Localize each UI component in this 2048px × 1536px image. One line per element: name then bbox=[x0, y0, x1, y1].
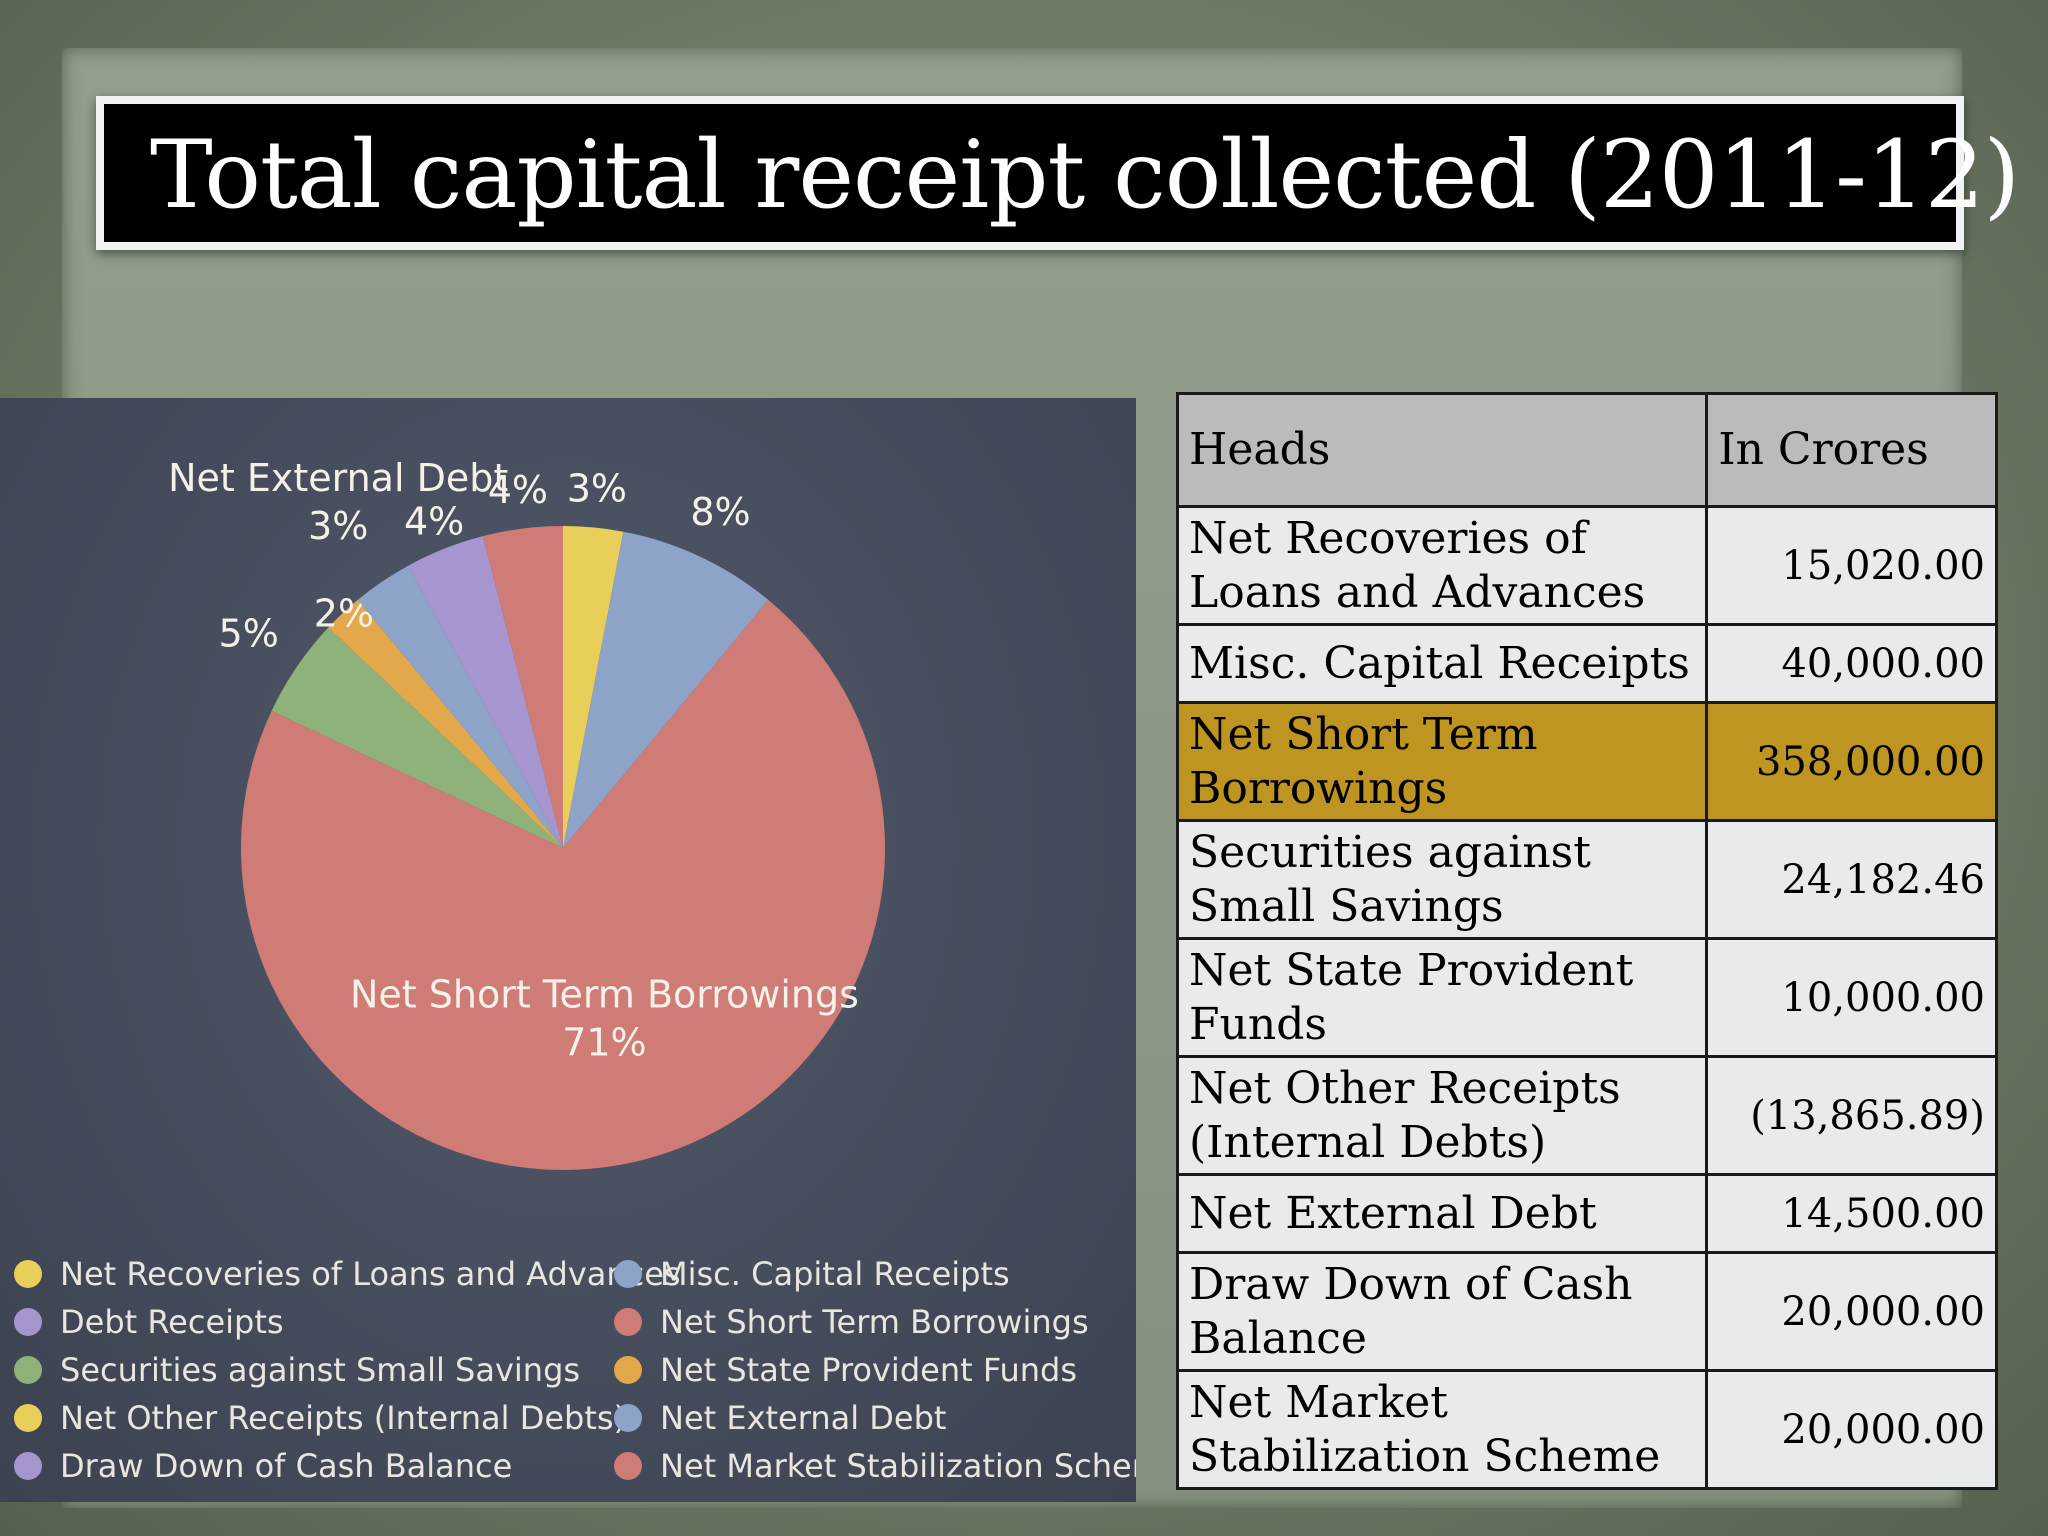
legend-marker bbox=[14, 1356, 42, 1384]
pie-slice-securities-against-small-savings bbox=[271, 627, 563, 848]
table-row: Net Short Term Borrowings 358,000.00 bbox=[1175, 701, 1998, 822]
table-row: Draw Down of Cash Balance 20,000.00 bbox=[1175, 1251, 1998, 1372]
legend-label: Debt Receipts bbox=[60, 1303, 284, 1341]
legend-marker bbox=[14, 1404, 42, 1432]
pie-slice-label: 4% bbox=[488, 468, 548, 512]
row-head: Net Other Receipts (Internal Debts) bbox=[1175, 1055, 1709, 1176]
row-value: 20,000.00 bbox=[1705, 1369, 1998, 1490]
legend-label: Net Recoveries of Loans and Advances bbox=[60, 1255, 681, 1293]
legend-label: Net Other Receipts (Internal Debts) bbox=[60, 1399, 626, 1437]
pie-slice-net-state-provident-funds bbox=[328, 599, 563, 848]
legend-label: Securities against Small Savings bbox=[60, 1351, 580, 1389]
row-value: 40,000.00 bbox=[1705, 623, 1998, 704]
row-value: (13,865.89) bbox=[1705, 1055, 1998, 1176]
pie-slice-label: 4% bbox=[404, 500, 464, 544]
table-row: Misc. Capital Receipts 40,000.00 bbox=[1175, 623, 1998, 704]
legend-marker bbox=[14, 1260, 42, 1288]
legend-label: Net State Provident Funds bbox=[660, 1351, 1077, 1389]
pie-slice-label: 3% bbox=[567, 467, 627, 511]
pie-callout-name: Net External Debt bbox=[168, 456, 508, 500]
row-head: Net Recoveries of Loans and Advances bbox=[1175, 505, 1709, 626]
pie-slice-label: 3% bbox=[308, 504, 368, 548]
pie-chart-panel: 3% 8% Net Short Term Borrowings 71% 5% 2% Net … bbox=[0, 398, 1136, 1502]
table-row: Net External Debt 14,500.00 bbox=[1175, 1173, 1998, 1254]
legend-label: Net External Debt bbox=[660, 1399, 946, 1437]
legend-marker bbox=[614, 1452, 642, 1480]
row-head: Net State Provident Funds bbox=[1175, 937, 1709, 1058]
legend-marker bbox=[14, 1308, 42, 1336]
capital-receipts-table: Heads In Crores Net Recoveries of Loans … bbox=[1175, 392, 1998, 1490]
header-heads: Heads bbox=[1175, 392, 1709, 508]
row-head: Net External Debt bbox=[1175, 1173, 1709, 1254]
pie-slice-misc-capital-receipts bbox=[563, 531, 769, 848]
table-row: Net State Provident Funds 10,000.00 bbox=[1175, 937, 1998, 1058]
table-row: Net Recoveries of Loans and Advances 15,0… bbox=[1175, 505, 1998, 626]
row-head: Misc. Capital Receipts bbox=[1175, 623, 1709, 704]
row-head: Net Short Term Borrowings bbox=[1175, 701, 1709, 822]
pie-slice-net-external-debt bbox=[357, 565, 563, 848]
legend-label: Draw Down of Cash Balance bbox=[60, 1447, 512, 1485]
row-value: 15,020.00 bbox=[1705, 505, 1998, 626]
table-row: Securities against Small Savings 24,182.4… bbox=[1175, 819, 1998, 940]
legend-marker bbox=[614, 1308, 642, 1336]
slide-title: Total capital receipt collected (2011-12… bbox=[150, 121, 2020, 230]
legend-label: Misc. Capital Receipts bbox=[660, 1255, 1010, 1293]
legend-marker bbox=[614, 1356, 642, 1384]
legend-marker bbox=[614, 1260, 642, 1288]
legend-marker bbox=[14, 1452, 42, 1480]
row-value: 24,182.46 bbox=[1705, 819, 1998, 940]
row-value: 10,000.00 bbox=[1705, 937, 1998, 1058]
legend-label: Net Market Stabilization Scheme bbox=[660, 1447, 1136, 1485]
pie-slice-net-market-stabilization-scheme bbox=[482, 526, 563, 848]
row-value: 20,000.00 bbox=[1705, 1251, 1998, 1372]
table-row: Net Other Receipts (Internal Debts) (13,8… bbox=[1175, 1055, 1998, 1176]
pie-slice-net-short-term-borrowings bbox=[241, 599, 886, 1170]
pie-callout-name: Net Short Term Borrowings bbox=[350, 972, 859, 1016]
pie-slice-debt-receipts bbox=[407, 536, 563, 848]
pie-slice-label: 5% bbox=[219, 611, 279, 655]
row-head: Net Market Stabilization Scheme bbox=[1175, 1369, 1709, 1490]
legend-marker bbox=[614, 1404, 642, 1432]
row-value: 358,000.00 bbox=[1705, 701, 1998, 822]
row-head: Securities against Small Savings bbox=[1175, 819, 1709, 940]
pie-slice-label: 71% bbox=[562, 1020, 646, 1064]
header-in-crores: In Crores bbox=[1705, 392, 1998, 508]
pie-slice-net-recoveries-of-loans-and-advances bbox=[563, 526, 624, 848]
legend-label: Net Short Term Borrowings bbox=[660, 1303, 1089, 1341]
table-row: Net Market Stabilization Scheme 20,000.00 bbox=[1175, 1369, 1998, 1490]
title-banner: Total capital receipt collected (2011-12… bbox=[96, 96, 2020, 250]
row-head: Draw Down of Cash Balance bbox=[1175, 1251, 1709, 1372]
pie-slice-label: 8% bbox=[690, 490, 750, 534]
table-header-row: Heads In Crores bbox=[1175, 392, 1998, 508]
row-value: 14,500.00 bbox=[1705, 1173, 1998, 1254]
